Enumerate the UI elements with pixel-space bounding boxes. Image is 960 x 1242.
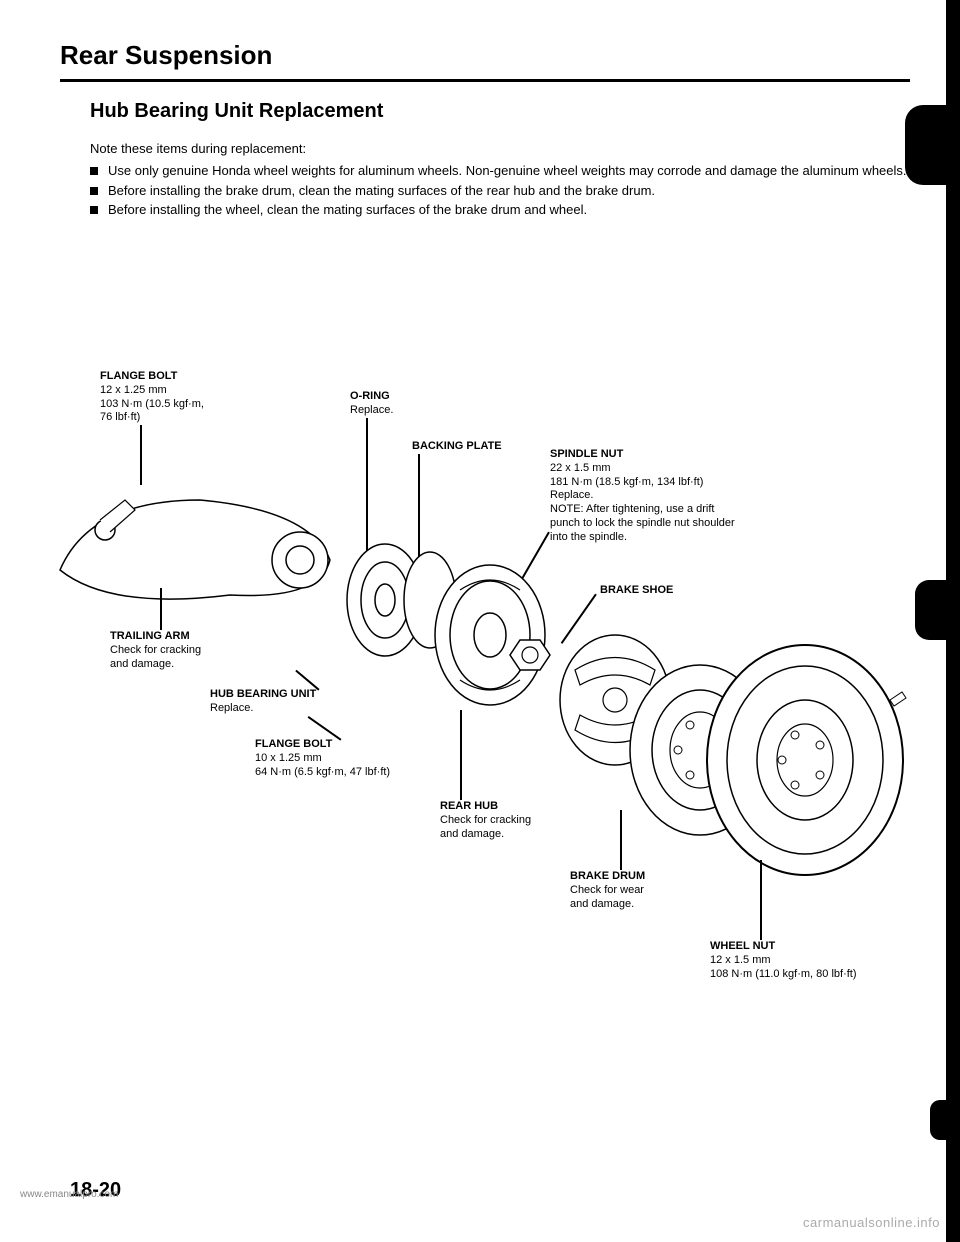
- wheel-icon: [700, 640, 910, 880]
- label-backing-plate: BACKING PLATE: [412, 440, 502, 454]
- thumb-tab: [905, 105, 960, 185]
- label-trailing-arm: TRAILING ARM Check for cracking and dama…: [110, 630, 201, 671]
- watermark-left: www.emanualpro.com: [20, 1189, 118, 1200]
- leader-line: [460, 710, 462, 800]
- bullet-list: Use only genuine Honda wheel weights for…: [90, 162, 910, 219]
- label-rear-hub: REAR HUB Check for cracking and damage.: [440, 800, 531, 841]
- list-item: Before installing the wheel, clean the m…: [90, 201, 910, 219]
- thumb-tab: [915, 580, 960, 640]
- label-brake-shoe: BRAKE SHOE: [600, 584, 673, 598]
- label-oring: O-RING Replace.: [350, 390, 393, 418]
- label-spindle-nut: SPINDLE NUT 22 x 1.5 mm 181 N·m (18.5 kg…: [550, 448, 735, 544]
- list-item: Use only genuine Honda wheel weights for…: [90, 162, 910, 180]
- leader-line: [760, 860, 762, 940]
- leader-line: [308, 716, 342, 740]
- list-item: Before installing the brake drum, clean …: [90, 182, 910, 200]
- leader-line: [160, 588, 162, 630]
- leader-line: [620, 810, 622, 870]
- trailing-arm-icon: [50, 460, 350, 620]
- page-title: Rear Suspension: [60, 40, 910, 71]
- rule: [60, 79, 910, 82]
- label-flange-bolt-bottom: FLANGE BOLT 10 x 1.25 mm 64 N·m (6.5 kgf…: [255, 738, 390, 779]
- label-flange-bolt-top: FLANGE BOLT 12 x 1.25 mm 103 N·m (10.5 k…: [100, 370, 204, 425]
- label-hub-bearing-unit: HUB BEARING UNIT Replace.: [210, 688, 316, 716]
- intro-text: Note these items during replacement:: [90, 141, 910, 156]
- label-brake-drum: BRAKE DRUM Check for wear and damage.: [570, 870, 645, 911]
- thumb-tab: [930, 1100, 960, 1140]
- label-wheel-nut: WHEEL NUT 12 x 1.5 mm 108 N·m (11.0 kgf·…: [710, 940, 857, 981]
- exploded-diagram: FLANGE BOLT 12 x 1.25 mm 103 N·m (10.5 k…: [60, 370, 900, 1000]
- watermark-right: carmanualsonline.info: [803, 1215, 940, 1230]
- section-title: Hub Bearing Unit Replacement: [90, 100, 910, 123]
